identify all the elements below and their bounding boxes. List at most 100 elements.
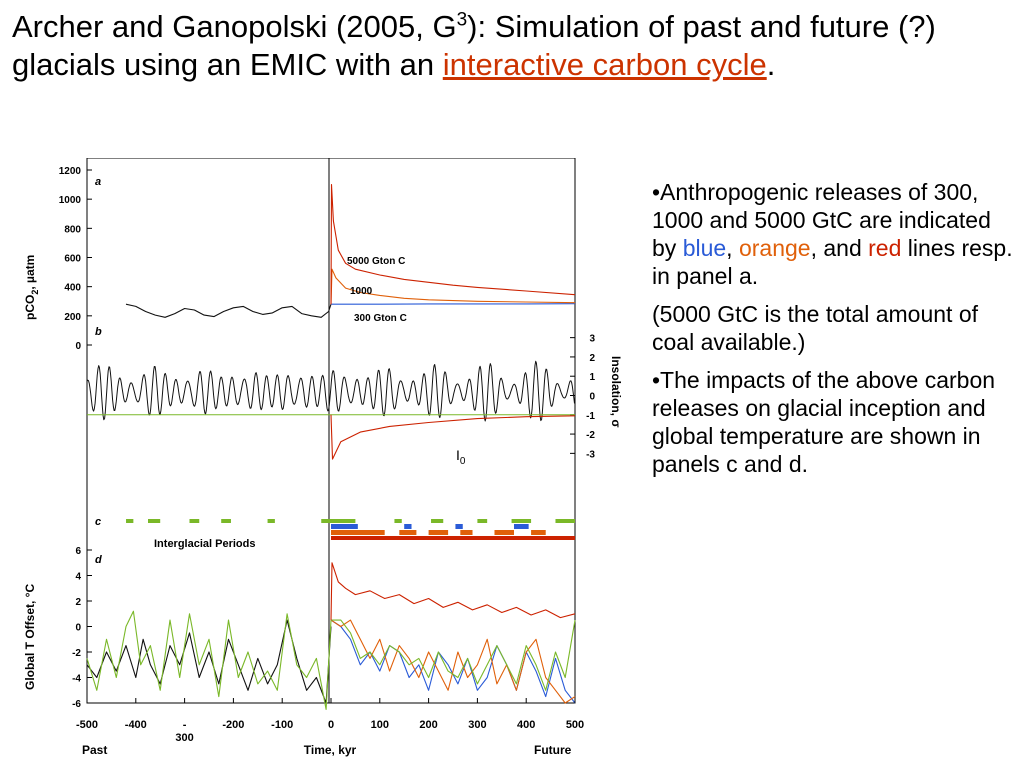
panel-a-ytick-label: 0 bbox=[75, 341, 81, 352]
x-axis-extra-label: 300 bbox=[175, 732, 193, 744]
note-text-end: lines resp. in panel a. bbox=[652, 235, 1013, 289]
title-text-2: ): Simulation of past and future (?) gla… bbox=[12, 9, 936, 82]
note-orange-word: orange bbox=[738, 235, 811, 261]
panel-b-ytick-label: 1 bbox=[589, 372, 595, 383]
interglacial-bar-green bbox=[189, 519, 200, 523]
panel-d-line-red bbox=[330, 562, 576, 621]
x-axis-tick-label: 400 bbox=[517, 719, 535, 731]
panel-b-ytick-label: -3 bbox=[586, 449, 595, 460]
interglacial-bar-orange bbox=[331, 530, 385, 535]
panel-a-annotation-5000: 5000 Gton C bbox=[347, 256, 405, 267]
interglacial-bar-green bbox=[394, 519, 402, 523]
interglacial-bar-blue bbox=[404, 524, 412, 529]
note-blue-word: blue bbox=[682, 235, 727, 261]
note-comma: , bbox=[726, 235, 733, 261]
x-axis-tick-label: - bbox=[183, 719, 187, 731]
interglacial-bar-blue bbox=[455, 524, 463, 529]
x-axis-future-label: Future bbox=[534, 743, 572, 757]
interglacial-bar-orange bbox=[428, 530, 449, 535]
slide-title: Archer and Ganopolski (2005, G3): Simula… bbox=[12, 8, 1012, 84]
x-axis-tick-label: 100 bbox=[371, 719, 389, 731]
interglacial-bar-green bbox=[148, 519, 161, 523]
panel-a-annotation-1000: 1000 bbox=[350, 286, 373, 297]
panel-d-ytick-label: 4 bbox=[75, 572, 81, 583]
panel-a-ytick-label: 600 bbox=[64, 254, 81, 265]
x-axis-tick-label: -400 bbox=[125, 719, 147, 731]
note-bullet-1: •Anthropogenic releases of 300, 1000 and… bbox=[652, 178, 1014, 290]
panel-b-ylabel: Insolation, σ bbox=[609, 356, 623, 428]
interglacial-bar-green bbox=[555, 519, 575, 523]
panel-c-letter: c bbox=[95, 516, 101, 528]
interglacial-bar-green bbox=[431, 519, 444, 523]
title-period: . bbox=[766, 47, 776, 82]
note-text-mid: , and bbox=[810, 235, 869, 261]
x-axis-tick-label: -200 bbox=[222, 719, 244, 731]
interglacial-bar-green bbox=[126, 519, 134, 523]
panel-a-line-black bbox=[125, 303, 332, 318]
panel-a-letter: a bbox=[95, 176, 101, 188]
panel-b-ytick-label: 2 bbox=[589, 353, 595, 364]
panel-d-ylabel: Global T Offset, °C bbox=[23, 584, 37, 690]
x-axis-tick-label: -500 bbox=[76, 719, 98, 731]
panel-a-ylabel: pCO2, µatm bbox=[23, 255, 40, 320]
panel-a-ytick-label: 800 bbox=[64, 224, 81, 235]
panel-b-insolation-line bbox=[86, 360, 575, 422]
panel-b-ytick-label: -1 bbox=[586, 411, 595, 422]
panel-d-line-blue bbox=[330, 619, 576, 704]
interglacial-bar-blue bbox=[331, 524, 358, 529]
x-axis-tick-label: 0 bbox=[328, 719, 334, 731]
note-red-word: red bbox=[868, 235, 902, 261]
panel-a-line-orange bbox=[330, 268, 576, 305]
panel-d-ytick-label: 0 bbox=[75, 623, 81, 634]
panel-a-ytick-label: 1000 bbox=[59, 195, 82, 206]
panel-d-ytick-label: -2 bbox=[72, 648, 81, 659]
panel-d-ytick-label: 6 bbox=[75, 546, 81, 557]
panel-b-threshold-line-red bbox=[330, 414, 576, 460]
interglacial-bar-green bbox=[221, 519, 231, 523]
panel-b-annotation: I0 bbox=[456, 447, 466, 467]
interglacial-bar-green bbox=[267, 519, 275, 523]
panel-c-label: Interglacial Periods bbox=[154, 538, 255, 550]
x-axis-tick-label: 300 bbox=[468, 719, 486, 731]
panel-a-ytick-label: 400 bbox=[64, 283, 81, 294]
panel-d-line-black bbox=[86, 619, 332, 704]
x-axis-tick-label: 500 bbox=[566, 719, 584, 731]
panel-b-ytick-label: 0 bbox=[589, 392, 595, 403]
panel-b-ytick-label: -2 bbox=[586, 430, 595, 441]
interglacial-bar-orange bbox=[531, 530, 546, 535]
x-axis-tick-label: 200 bbox=[419, 719, 437, 731]
title-highlight-link[interactable]: interactive carbon cycle bbox=[442, 47, 767, 82]
interglacial-bar-green bbox=[321, 519, 356, 523]
x-axis-title: Time, kyr bbox=[304, 743, 357, 757]
interglacial-bar-orange bbox=[399, 530, 417, 535]
panel-a-ytick-label: 200 bbox=[64, 312, 81, 323]
panel-b-letter: b bbox=[95, 326, 102, 338]
note-paren: (5000 GtC is the total amount of coal av… bbox=[652, 301, 979, 355]
title-superscript: 3 bbox=[456, 9, 468, 31]
panel-b-ytick-label: 3 bbox=[589, 334, 595, 345]
panel-d-letter: d bbox=[95, 554, 102, 566]
note-text: •Anthropogenic releases of 300, 1000 and… bbox=[652, 179, 991, 261]
panel-d-line-green bbox=[86, 610, 332, 710]
panel-d-line-orange bbox=[330, 619, 576, 704]
explanation-notes: •Anthropogenic releases of 300, 1000 and… bbox=[652, 178, 1014, 488]
x-axis-past-label: Past bbox=[82, 743, 107, 757]
interglacial-bar-orange bbox=[460, 530, 473, 535]
panel-d-ytick-label: 2 bbox=[75, 597, 81, 608]
panel-a-line-blue bbox=[331, 303, 576, 305]
title-text-1: Archer and Ganopolski (2005, G bbox=[12, 9, 457, 44]
interglacial-bar-red bbox=[331, 536, 575, 540]
interglacial-bar-green bbox=[477, 519, 488, 523]
panel-d-line-green bbox=[331, 619, 576, 691]
note-bullet-2: •The impacts of the above carbon release… bbox=[652, 367, 996, 477]
panel-a-ytick-label: 1200 bbox=[59, 166, 82, 177]
panel-a-line-red bbox=[330, 184, 576, 305]
interglacial-bar-orange bbox=[494, 530, 514, 535]
interglacial-bar-blue bbox=[514, 524, 529, 529]
panel-d-ytick-label: -6 bbox=[72, 699, 81, 710]
interglacial-bar-green bbox=[511, 519, 532, 523]
panel-a-annotation-300: 300 Gton C bbox=[354, 313, 407, 324]
panel-d-ytick-label: -4 bbox=[72, 674, 81, 685]
